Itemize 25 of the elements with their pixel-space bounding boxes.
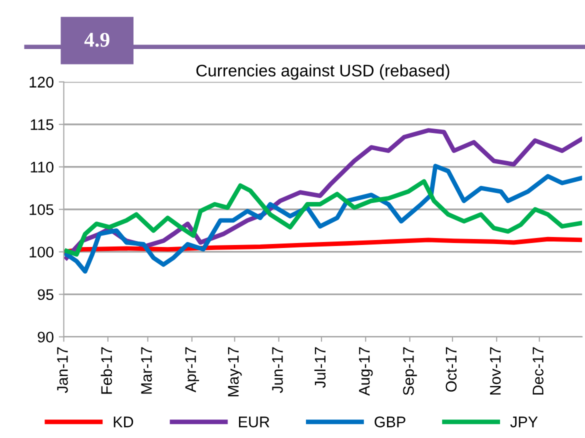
x-tick-label: Aug-17 xyxy=(359,347,373,396)
x-tick-label: Dec-17 xyxy=(532,347,544,395)
x-tick-label: Oct-17 xyxy=(446,347,457,392)
x-tick-label: Sep-17 xyxy=(403,347,417,396)
x-tick-label: Jan-17 xyxy=(57,347,68,394)
legend-label: GBP xyxy=(374,416,406,428)
legend-label: KD xyxy=(114,416,134,428)
x-tick-label: Jun-17 xyxy=(272,347,283,394)
y-tick-label: 105 xyxy=(30,204,54,216)
legend-label: JPY xyxy=(510,416,538,428)
x-tick-label: May-17 xyxy=(228,347,242,396)
chart-title: Currencies against USD (rebased) xyxy=(196,64,450,80)
y-tick-label: 120 xyxy=(30,76,54,88)
x-tick-label: Nov-17 xyxy=(490,347,501,395)
y-tick-label: 100 xyxy=(30,246,54,258)
x-tick-label: Feb-17 xyxy=(100,347,112,394)
x-tick-label: Apr-17 xyxy=(185,347,200,392)
x-tick-label: Mar-17 xyxy=(141,347,152,394)
x-tick-label: Jul-17 xyxy=(314,347,326,388)
y-tick-label: 90 xyxy=(38,332,54,343)
y-tick-label: 110 xyxy=(30,162,54,173)
y-tick-label: 95 xyxy=(38,289,54,300)
legend-label: EUR xyxy=(238,416,270,428)
y-tick-label: 115 xyxy=(30,119,54,130)
text: 4.9 xyxy=(84,32,110,47)
